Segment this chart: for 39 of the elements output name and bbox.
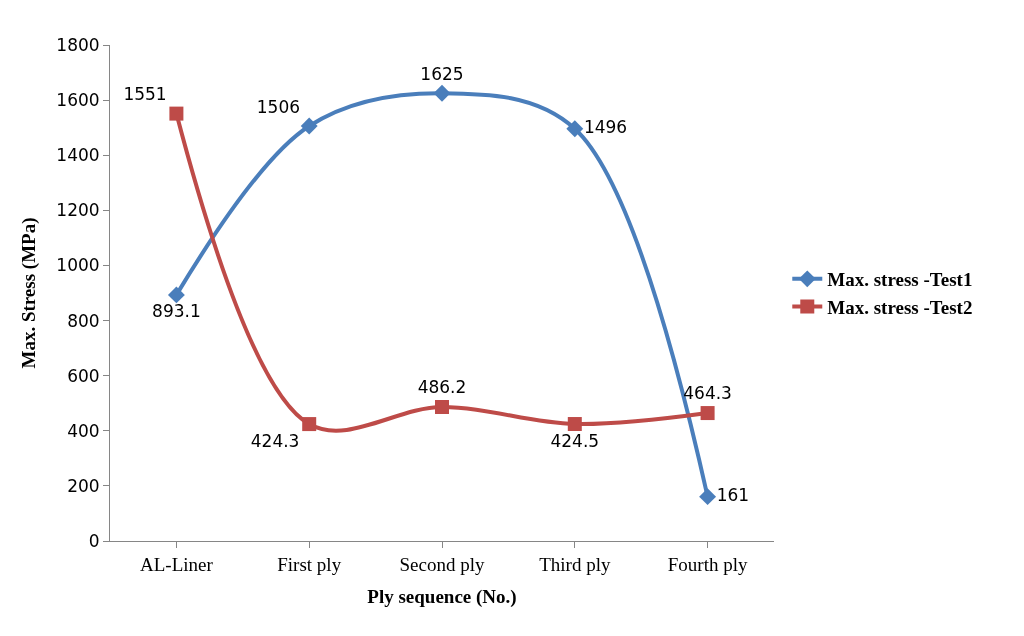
x-tick-label: Second ply [399,553,485,575]
x-tick-label: AL-Liner [139,553,214,575]
y-tick-label: 600 [67,365,100,386]
data-label: 161 [716,484,750,505]
y-tick-label: 200 [67,475,100,496]
point [300,117,318,135]
point [167,286,185,304]
data-label: 1506 [256,96,301,117]
data-label: 1551 [123,83,167,104]
data-label: 464.3 [683,383,732,404]
point [567,417,582,432]
data-label: 486.2 [417,377,467,398]
y-tick-label: 1000 [56,255,100,276]
point [169,106,184,121]
data-label: 424.5 [550,430,600,451]
point [433,84,451,102]
legend-label: Max. stress -Test2 [827,296,973,318]
x-tick-label: Third ply [539,553,611,575]
data-label: 424.3 [250,430,300,451]
y-tick-label: 1800 [56,34,100,55]
y-tick-label: 0 [88,530,100,551]
y-tick-label: 1200 [56,200,100,221]
x-tick-label: Fourth ply [667,553,748,575]
y-axis-title: Max. Stress (MPa) [18,217,41,369]
point [566,120,584,138]
data-label: 1625 [420,63,464,84]
point [302,417,317,432]
data-label: 1496 [583,117,628,138]
point [435,400,449,415]
point [699,488,717,506]
legend-label: Max. stress -Test1 [827,269,973,291]
x-tick-label: First ply [277,553,342,575]
y-tick-label: 800 [67,310,100,331]
point [700,406,715,421]
y-tick-label: 1600 [56,90,100,111]
y-tick-label: 400 [67,420,100,441]
x-axis-title: Ply sequence (No.) [367,585,517,608]
data-label: 893.1 [152,300,201,321]
y-tick-label: 1400 [56,145,100,166]
